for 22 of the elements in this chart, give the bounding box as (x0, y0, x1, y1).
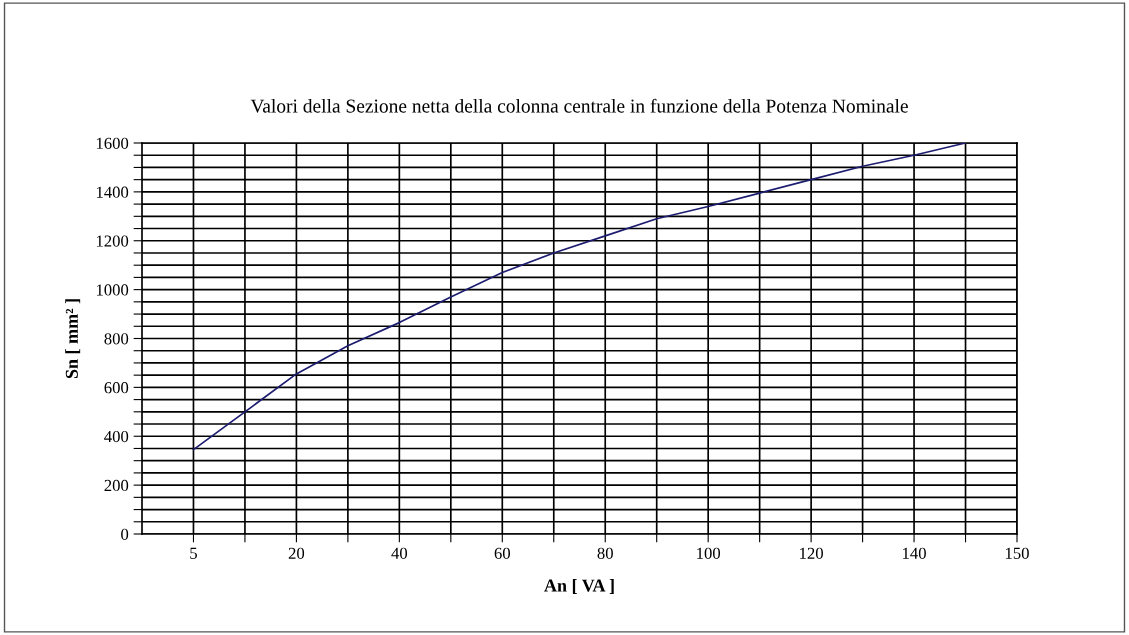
x-tick-label: 5 (190, 547, 197, 559)
y-tick-label: 0 (121, 528, 129, 540)
x-tick-label: 40 (391, 547, 408, 559)
x-tick-label: 150 (1005, 547, 1029, 559)
y-tick-label: 1000 (96, 284, 129, 296)
y-tick-label: 800 (104, 333, 129, 345)
x-axis-title: An [ VA ] (544, 578, 614, 594)
line-series (192, 143, 967, 451)
y-tick-label: 1600 (96, 137, 129, 149)
y-tick-label: 1200 (96, 235, 129, 247)
x-tick-label: 100 (697, 547, 721, 559)
x-tick-label: 120 (800, 547, 823, 559)
y-axis-title: Sn [ mm² ] (65, 299, 81, 379)
chart-title: Valori della Sezione netta della colonna centrale in funzione della Potenza Nominale (250, 98, 908, 113)
x-tick-label: 80 (597, 547, 613, 559)
y-tick-label: 1400 (96, 186, 129, 198)
y-tick-label: 200 (104, 479, 129, 492)
x-tick-label: 20 (288, 547, 305, 559)
y-tick-label: 600 (104, 382, 129, 394)
x-tick-label: 140 (903, 547, 926, 559)
y-tick-label: 400 (104, 430, 129, 443)
x-tick-label: 60 (494, 547, 510, 559)
